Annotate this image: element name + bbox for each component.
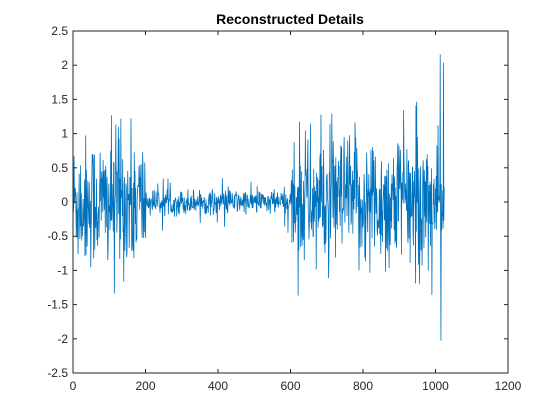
y-tick-label: 1.5: [51, 92, 68, 106]
y-tick-label: 1: [61, 127, 68, 141]
y-tick-label: 2.5: [51, 24, 68, 38]
y-axis-ticks: -2.5 -2 -1.5 -1 -0.5 0 0.5 1 1.5 2 2.5: [47, 24, 508, 380]
x-tick-label: 800: [353, 379, 373, 393]
y-tick-label: 0.5: [51, 161, 68, 175]
series-line-0: [72, 54, 445, 341]
y-tick-label: -1.5: [47, 298, 68, 312]
y-tick-label: -2.5: [47, 366, 68, 380]
y-tick-label: -2: [57, 332, 68, 346]
y-tick-label: -1: [57, 263, 68, 277]
x-tick-label: 200: [135, 379, 155, 393]
y-tick-label: -0.5: [47, 229, 68, 243]
x-tick-label: 1200: [495, 379, 522, 393]
x-tick-label: 600: [280, 379, 300, 393]
chart-title: Reconstructed Details: [216, 11, 364, 27]
y-tick-label: 2: [61, 58, 68, 72]
x-tick-label: 400: [208, 379, 228, 393]
y-tick-label: 0: [61, 195, 68, 209]
x-tick-label: 0: [70, 379, 77, 393]
x-axis-ticks: 0 200 400 600 800 1000 1200: [70, 31, 522, 393]
series-layer: [72, 54, 445, 341]
x-tick-label: 1000: [422, 379, 449, 393]
